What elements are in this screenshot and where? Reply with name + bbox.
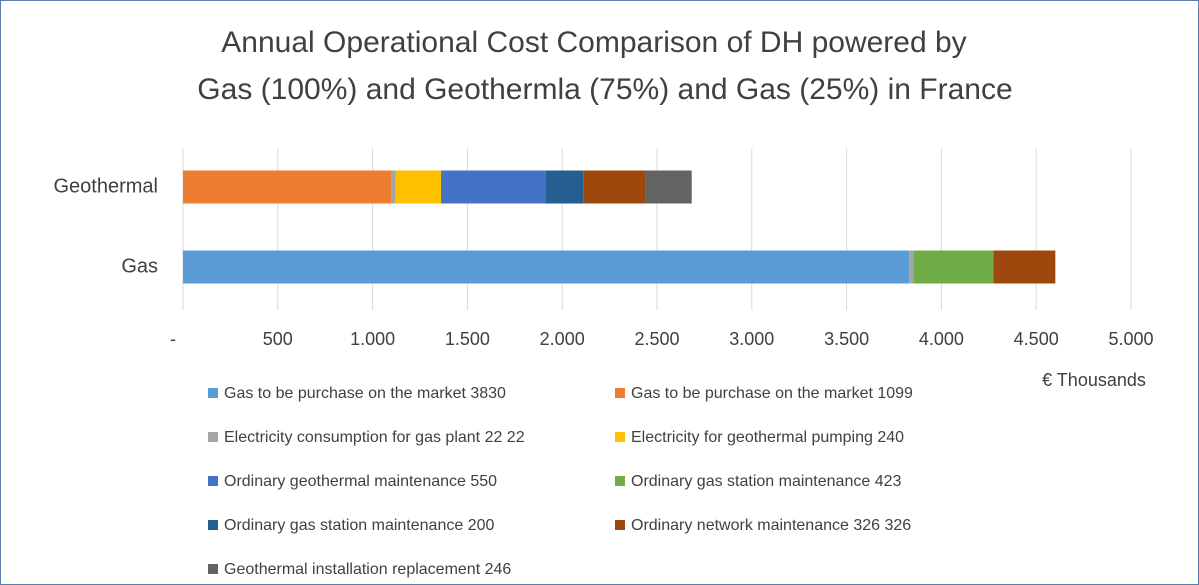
x-tick-label: 2.000 <box>540 329 585 349</box>
legend-label: Geothermal installation replacement 246 <box>224 561 511 578</box>
legend-label: Ordinary gas station maintenance 423 <box>631 473 901 490</box>
x-tick-label: 3.000 <box>729 329 774 349</box>
x-tick-label: 3.500 <box>824 329 869 349</box>
bar-segment <box>545 170 584 204</box>
legend-label: Ordinary network maintenance 326 326 <box>631 517 911 534</box>
legend-label: Electricity for geothermal pumping 240 <box>631 429 904 446</box>
legend-label: Gas to be purchase on the market 3830 <box>224 385 506 402</box>
bar-segment <box>913 250 994 284</box>
legend-label: Ordinary geothermal maintenance 550 <box>224 473 497 490</box>
bar-segment <box>183 250 910 284</box>
x-tick-label: - <box>170 329 176 349</box>
legend-swatch <box>208 388 218 398</box>
chart-title: Annual Operational Cost Comparison of DH… <box>221 26 966 59</box>
legend-swatch <box>208 564 218 574</box>
x-tick-label: 1.500 <box>445 329 490 349</box>
legend-swatch <box>615 476 625 486</box>
legend-swatch <box>208 520 218 530</box>
legend-swatch <box>615 432 625 442</box>
legend-swatch <box>615 520 625 530</box>
x-tick-label: 4.000 <box>919 329 964 349</box>
legend-swatch <box>208 432 218 442</box>
bar-segment <box>909 250 914 284</box>
legend-label: Ordinary gas station maintenance 200 <box>224 517 494 534</box>
legend-label: Gas to be purchase on the market 1099 <box>631 385 913 402</box>
legend-label: Electricity consumption for gas plant 22… <box>224 429 525 446</box>
legend-swatch <box>208 476 218 486</box>
bar-segment <box>183 170 392 204</box>
bar-segment <box>441 170 546 204</box>
bar-segment <box>395 170 442 204</box>
y-tick-label: Gas <box>121 255 158 277</box>
bar-segment <box>645 170 692 204</box>
legend-swatch <box>615 388 625 398</box>
x-tick-label: 1.000 <box>350 329 395 349</box>
x-tick-label: 5.000 <box>1108 329 1153 349</box>
x-axis-label: € Thousands <box>1042 370 1146 390</box>
bar-segment <box>391 170 396 204</box>
y-tick-label: Geothermal <box>54 175 159 197</box>
bar-segment <box>993 250 1056 284</box>
bar-segment <box>583 170 646 204</box>
chart-title: Gas (100%) and Geothermla (75%) and Gas … <box>197 73 1012 106</box>
x-tick-label: 4.500 <box>1014 329 1059 349</box>
x-tick-label: 500 <box>263 329 293 349</box>
x-tick-label: 2.500 <box>634 329 679 349</box>
